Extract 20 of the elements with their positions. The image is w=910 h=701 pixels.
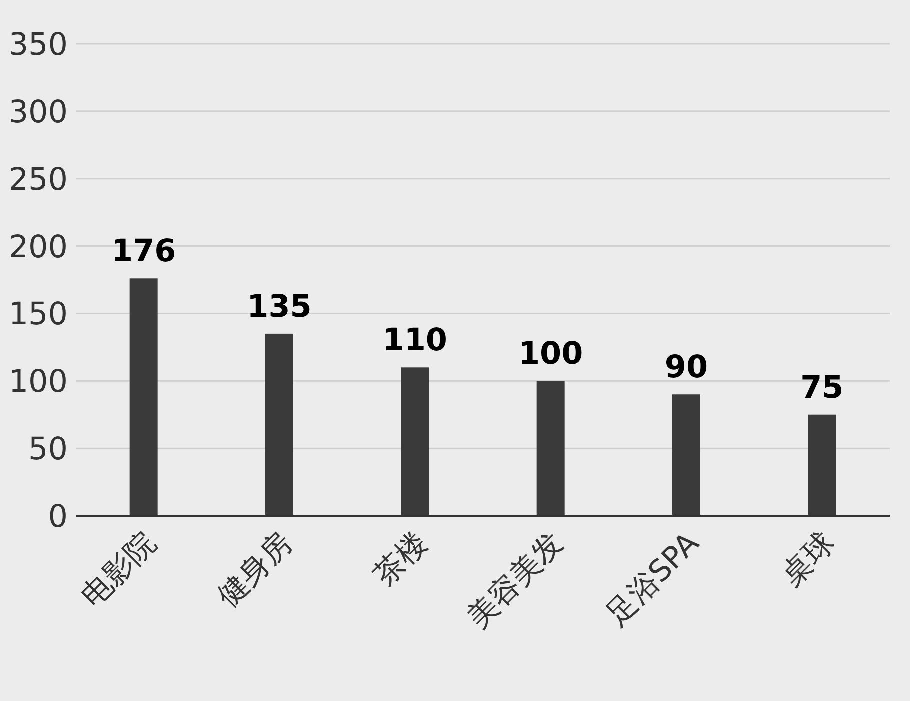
- x-tick-label: 茶楼: [368, 526, 435, 594]
- y-tick-label: 350: [8, 27, 68, 63]
- x-tick-label: 电影院: [75, 526, 164, 614]
- data-label: 110: [382, 322, 448, 359]
- y-tick-label: 250: [8, 162, 68, 198]
- x-tick-label: 足浴SPA: [600, 526, 706, 633]
- x-tick-label: 桌球: [774, 526, 842, 594]
- y-tick-label: 100: [8, 364, 68, 400]
- y-tick-label: 50: [28, 432, 68, 468]
- y-tick-label: 200: [8, 229, 68, 266]
- data-label: 100: [518, 336, 584, 372]
- x-tick-label: 美容美发: [460, 526, 570, 636]
- data-label: 75: [800, 370, 844, 406]
- y-tick-label: 0: [48, 499, 68, 535]
- data-label: 176: [111, 234, 176, 270]
- x-tick-label: 健身房: [210, 526, 300, 614]
- data-label: 90: [664, 350, 708, 386]
- data-label: 135: [247, 288, 312, 325]
- y-tick-label: 150: [8, 296, 68, 333]
- y-tick-label: 300: [8, 94, 68, 130]
